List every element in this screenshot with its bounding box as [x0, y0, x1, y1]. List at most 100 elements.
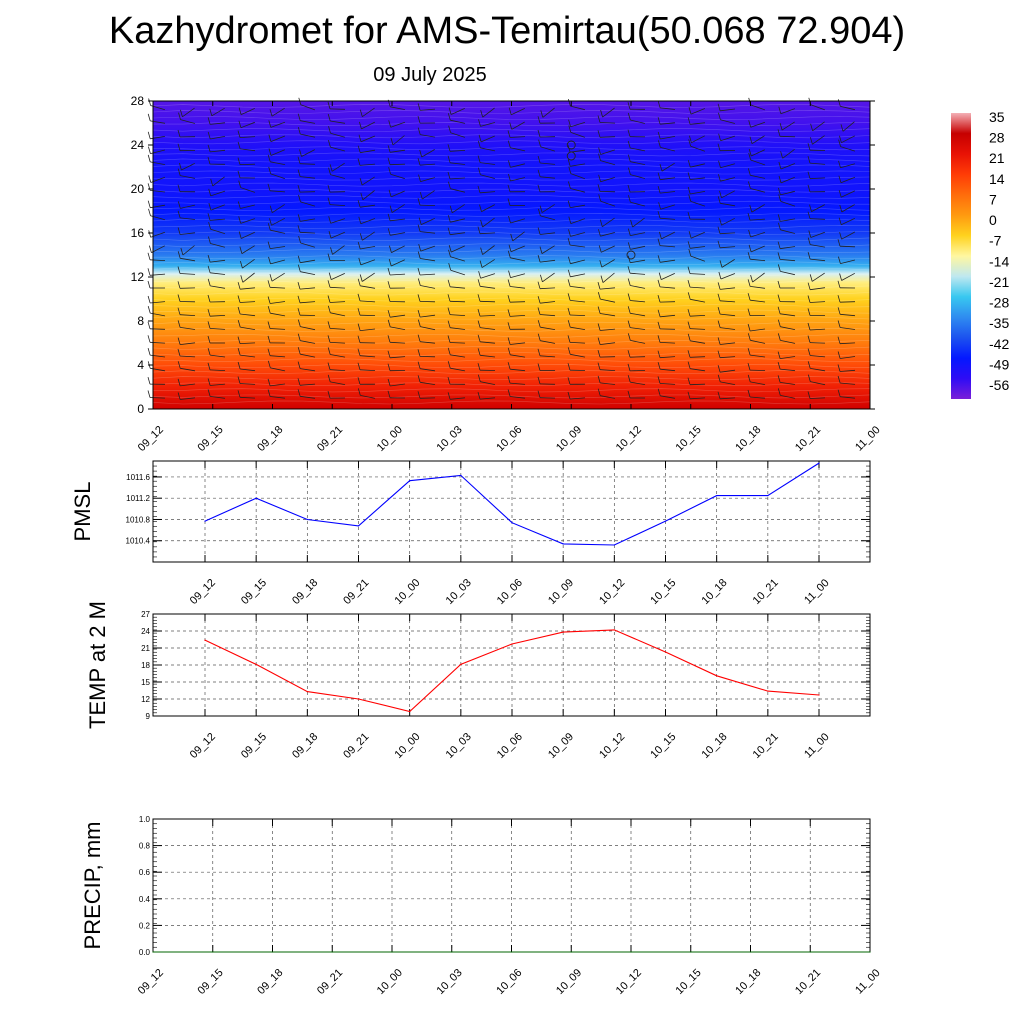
x-tick-label: 10_00 [375, 424, 405, 454]
data-point [716, 675, 718, 677]
wind-barb [420, 177, 436, 182]
wind-barb [750, 328, 766, 332]
wind-barb-flag [327, 305, 331, 313]
wind-barb [389, 273, 406, 276]
wind-barb [690, 145, 706, 152]
wind-barb [630, 232, 646, 236]
wind-barb [270, 396, 286, 399]
temperature-contour [152, 291, 871, 296]
wind-barb [480, 135, 495, 143]
wind-barb-flag [779, 122, 783, 131]
wind-barb [540, 232, 556, 235]
wind-barb-flag [597, 362, 601, 370]
wind-barb [809, 177, 826, 180]
wind-barb [240, 368, 256, 372]
wind-barb-flag [568, 256, 571, 264]
wind-barb [719, 397, 736, 400]
wind-barb-flag [388, 120, 392, 128]
wind-barb-flag [267, 378, 271, 387]
wind-barb [751, 149, 765, 157]
wind-barb [750, 121, 766, 128]
wind-barb-flag [777, 319, 781, 327]
wind-barb-flag [149, 245, 152, 253]
wind-barb [182, 245, 195, 256]
wind-barb-flag [478, 271, 481, 279]
wind-barb-flag [477, 226, 481, 234]
wind-barb-flag [387, 145, 391, 153]
wind-barb-flag [658, 140, 661, 148]
wind-barb-flag [147, 154, 151, 163]
y-tick-label: 15 [141, 678, 150, 687]
wind-barb [330, 354, 346, 358]
data-point [767, 495, 769, 497]
wind-barb [329, 301, 346, 303]
wind-barb [420, 231, 436, 234]
wind-barb-flag [687, 391, 691, 399]
wind-barb-flag [180, 109, 183, 117]
wind-barb-flag [478, 134, 482, 143]
wind-barb [450, 119, 466, 124]
temperature-contour [152, 297, 871, 302]
wind-barb [721, 259, 735, 268]
wind-barb [240, 287, 256, 290]
wind-barb-flag [207, 294, 211, 303]
wind-barb [300, 326, 316, 331]
wind-barb [841, 135, 855, 144]
wind-barb-flag [807, 374, 811, 382]
wind-barb-flag [419, 191, 423, 200]
x-tick-label: 10_15 [648, 577, 678, 607]
wind-barb [450, 269, 466, 276]
wind-barb-flag [627, 228, 631, 236]
wind-barb [300, 271, 316, 275]
wind-barb [270, 149, 285, 156]
wind-barb-flag [327, 113, 331, 122]
wind-barb-flag [357, 308, 361, 316]
wind-barb [300, 133, 316, 138]
wind-barb-flag [237, 282, 241, 290]
wind-barb-flag [417, 115, 421, 124]
wind-barb-flag [837, 364, 841, 372]
wind-barb-flag [327, 335, 331, 343]
wind-barb [360, 135, 376, 143]
wind-barb-flag [327, 362, 331, 370]
wind-barb-flag [808, 230, 812, 238]
wind-barb [630, 340, 646, 344]
wind-barb-flag [567, 200, 571, 208]
wind-barb-flag [747, 362, 751, 371]
wind-barb-flag [687, 186, 691, 195]
wind-barb [270, 246, 286, 249]
wind-barb-flag [537, 155, 541, 164]
wind-barb-flag [177, 307, 181, 315]
wind-barb-flag [537, 348, 541, 356]
wind-barb [839, 369, 856, 372]
temperature-contour [152, 261, 871, 265]
wind-barb-flag [747, 323, 751, 332]
wind-barb-flag [809, 274, 813, 282]
data-point [306, 518, 308, 521]
wind-barb-flag [717, 374, 721, 383]
wind-barb-flag [777, 214, 781, 222]
wind-barb [570, 273, 586, 278]
wind-barb-flag [777, 333, 781, 341]
wind-barb [180, 397, 196, 400]
wind-barb [750, 354, 766, 358]
wind-barb-flag [507, 309, 511, 317]
wind-barb-flag [688, 106, 692, 115]
wind-barb-flag [748, 152, 752, 161]
wind-barb [510, 354, 526, 358]
wind-barb [809, 397, 826, 399]
wind-barb [300, 120, 316, 124]
wind-barb [841, 190, 855, 198]
wind-barb-flag [628, 167, 631, 175]
wind-barb [390, 149, 406, 153]
wind-barb [420, 368, 436, 372]
x-tick-label: 10_03 [444, 731, 474, 761]
wind-barb-flag [267, 280, 271, 288]
wind-barb-flag [298, 194, 301, 203]
data-point [809, 951, 811, 953]
wind-barb-flag [447, 155, 451, 163]
wind-barb [509, 136, 526, 138]
wind-barb-flag [359, 177, 363, 186]
x-tick-label: 10_06 [495, 731, 525, 761]
wind-barb [691, 135, 705, 144]
